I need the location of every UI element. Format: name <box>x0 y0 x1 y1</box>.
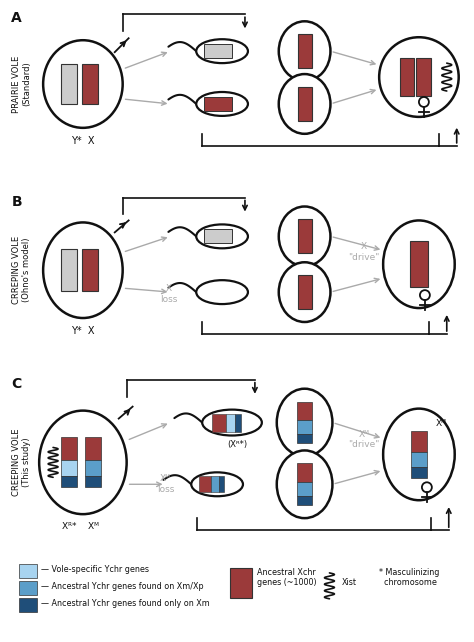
Text: Xᴹ
"drive": Xᴹ "drive" <box>348 429 380 449</box>
Ellipse shape <box>279 74 330 134</box>
Ellipse shape <box>279 262 330 322</box>
Text: (Xᴿ*): (Xᴿ*) <box>227 440 247 449</box>
Ellipse shape <box>39 411 127 514</box>
Ellipse shape <box>196 39 248 63</box>
Bar <box>235 413 241 431</box>
Bar <box>61 476 77 487</box>
Text: Xᴿ*    Xᴹ: Xᴿ* Xᴹ <box>63 522 100 531</box>
Bar <box>411 467 427 478</box>
Ellipse shape <box>196 225 248 248</box>
Ellipse shape <box>277 451 332 518</box>
Ellipse shape <box>379 37 459 117</box>
Bar <box>61 437 77 460</box>
Ellipse shape <box>196 92 248 116</box>
Bar <box>298 87 311 121</box>
Text: X
loss: X loss <box>160 284 177 304</box>
Ellipse shape <box>43 222 123 318</box>
Bar <box>410 241 428 287</box>
Bar <box>211 476 219 492</box>
Bar <box>219 476 224 492</box>
Text: Xᴹ
loss: Xᴹ loss <box>157 474 174 494</box>
Bar <box>61 460 77 476</box>
Bar <box>85 476 101 487</box>
Bar <box>400 58 414 96</box>
Bar <box>19 564 37 578</box>
Bar <box>85 460 101 476</box>
Ellipse shape <box>279 207 330 266</box>
Ellipse shape <box>277 388 332 456</box>
Bar <box>411 452 427 467</box>
Text: X
"drive": X "drive" <box>348 242 380 262</box>
Bar <box>199 476 211 492</box>
Bar <box>19 581 37 594</box>
Ellipse shape <box>43 40 123 128</box>
Bar <box>204 229 232 243</box>
Text: — Ancestral Ychr genes found only on Xm: — Ancestral Ychr genes found only on Xm <box>41 599 210 608</box>
Bar <box>212 413 226 431</box>
Text: CRREPING VOLE
(Ohno's model): CRREPING VOLE (Ohno's model) <box>11 236 31 304</box>
Text: * Masculinizing
  chromosome: * Masculinizing chromosome <box>379 568 439 587</box>
Bar <box>411 431 427 452</box>
Ellipse shape <box>191 473 243 496</box>
Text: — Ancestral Ychr genes found on Xm/Xp: — Ancestral Ychr genes found on Xm/Xp <box>41 582 204 591</box>
Text: Ancestral Xchr
genes (~1000): Ancestral Xchr genes (~1000) <box>257 568 317 587</box>
Bar <box>297 482 312 496</box>
Text: — Vole-specific Ychr genes: — Vole-specific Ychr genes <box>41 565 149 574</box>
Ellipse shape <box>279 21 330 81</box>
Bar <box>204 97 232 111</box>
Bar <box>82 64 98 104</box>
Bar <box>297 496 312 505</box>
Bar <box>298 34 311 68</box>
Bar <box>417 58 431 96</box>
Bar <box>61 249 77 291</box>
Bar <box>230 568 252 598</box>
Ellipse shape <box>383 220 455 308</box>
Bar <box>226 413 235 431</box>
Text: Xist: Xist <box>341 578 356 587</box>
Bar <box>85 437 101 460</box>
Bar <box>204 44 232 58</box>
Bar <box>298 220 311 254</box>
Text: C: C <box>11 377 22 391</box>
Bar <box>297 434 312 444</box>
Bar <box>61 64 77 104</box>
Text: Xᴹ: Xᴹ <box>435 419 447 428</box>
Text: Y*  X: Y* X <box>71 136 95 146</box>
Ellipse shape <box>196 280 248 304</box>
Text: A: A <box>11 12 22 25</box>
Text: B: B <box>11 195 22 209</box>
Bar <box>82 249 98 291</box>
Ellipse shape <box>383 408 455 500</box>
Bar <box>297 421 312 434</box>
Text: CREEPING VOLE
(This study): CREEPING VOLE (This study) <box>11 429 31 496</box>
Bar <box>297 464 312 482</box>
Ellipse shape <box>202 410 262 435</box>
Text: Y*  X: Y* X <box>71 326 95 336</box>
Text: PRAIRIE VOLE
(Standard): PRAIRIE VOLE (Standard) <box>11 55 31 112</box>
Bar <box>297 402 312 421</box>
Bar <box>19 598 37 612</box>
Bar <box>298 275 311 309</box>
